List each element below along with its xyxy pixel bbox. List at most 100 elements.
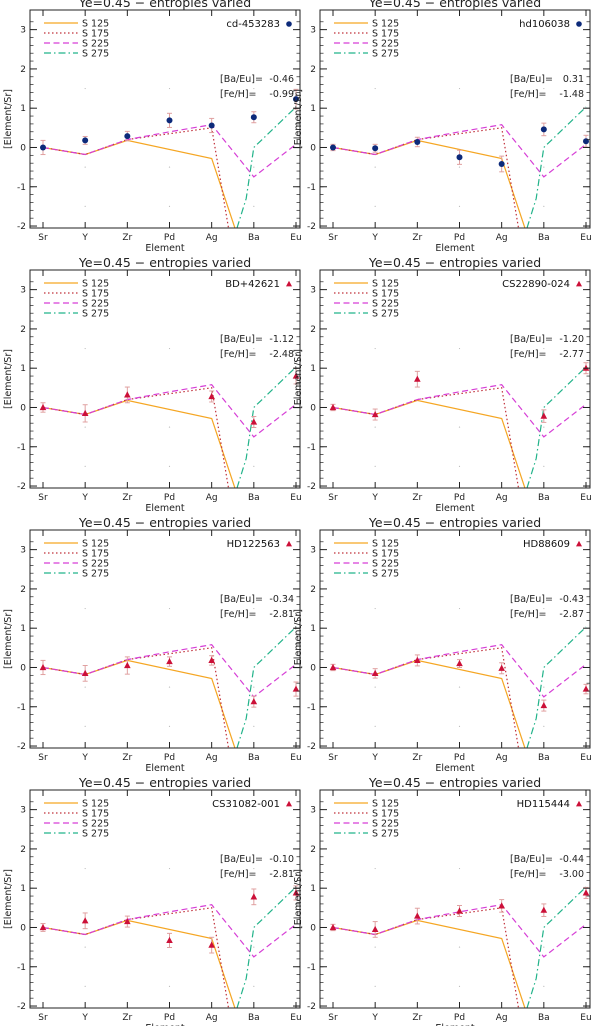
y-axis-label: [Element/Sr] bbox=[293, 89, 304, 149]
x-tick-label: Pd bbox=[454, 233, 465, 243]
y-tick-label: -2 bbox=[307, 1002, 316, 1012]
y-tick-label: 1 bbox=[20, 104, 26, 114]
grid-dot bbox=[543, 205, 545, 207]
y-axis: -2 -1 0 1 2 3 bbox=[307, 541, 590, 752]
x-tick-label: Zr bbox=[412, 1013, 422, 1023]
grid-dot bbox=[253, 867, 255, 870]
legend-label: S 175 bbox=[372, 549, 399, 560]
x-tick-label: Ag bbox=[206, 493, 218, 503]
ba-eu-label: [Ba/Eu]= bbox=[220, 74, 263, 85]
y-tick-label: -2 bbox=[307, 482, 316, 492]
y-tick-label: 2 bbox=[310, 845, 316, 855]
fe-h-value: -2.48 bbox=[269, 349, 294, 360]
x-tick-label: Ba bbox=[248, 493, 260, 503]
data-point-triangle bbox=[208, 392, 215, 400]
series-line-s-125 bbox=[42, 919, 236, 1008]
y-tick-label: 2 bbox=[20, 585, 26, 595]
data-point-circle bbox=[82, 137, 89, 144]
x-axis-label: Element bbox=[435, 1023, 475, 1026]
plot-frame bbox=[29, 789, 301, 1009]
grid-dot bbox=[458, 426, 461, 428]
series-line-s-225 bbox=[42, 644, 297, 698]
fe-h-value: -0.99 bbox=[269, 89, 294, 100]
ba-eu-label: [Ba/Eu]= bbox=[220, 334, 263, 345]
data-point-circle bbox=[124, 133, 131, 140]
x-axis: Sr Y Zr Pd Ag Ba Eu bbox=[38, 10, 302, 243]
data-point-triangle bbox=[39, 663, 47, 671]
data-point-triangle bbox=[414, 656, 421, 664]
data-point-triangle bbox=[292, 889, 300, 896]
x-tick-label: Sr bbox=[38, 233, 48, 243]
data-point-triangle bbox=[39, 403, 47, 411]
grid-dot bbox=[458, 465, 461, 467]
grid-dots bbox=[374, 87, 545, 207]
y-axis-label: [Element/Sr] bbox=[3, 89, 14, 149]
data-point-triangle bbox=[124, 661, 131, 669]
grid-dots bbox=[84, 607, 255, 727]
y-tick-label: 1 bbox=[310, 364, 316, 374]
y-tick-label: 3 bbox=[20, 546, 26, 556]
fe-h-label: [Fe/H]= bbox=[510, 89, 547, 100]
x-axis: Sr Y Zr Pd Ag Ba Eu bbox=[328, 270, 592, 503]
series-line-s-225 bbox=[42, 124, 297, 178]
fe-h-label: [Fe/H]= bbox=[220, 349, 257, 360]
x-tick-label: Y bbox=[371, 753, 378, 763]
x-tick-label: Pd bbox=[164, 1013, 175, 1023]
y-tick-label: 1 bbox=[20, 624, 26, 634]
x-axis-label: Element bbox=[145, 1023, 185, 1026]
series-line-s-125 bbox=[42, 659, 236, 748]
y-tick-label: 0 bbox=[20, 403, 26, 413]
x-tick-label: Ag bbox=[496, 233, 508, 243]
grid-dot bbox=[253, 985, 255, 987]
y-axis: -2 -1 0 1 2 3 bbox=[307, 801, 590, 1012]
x-tick-label: Sr bbox=[38, 493, 48, 503]
grid-dot bbox=[168, 725, 171, 727]
data-point-triangle bbox=[250, 418, 258, 425]
grid-dot bbox=[543, 607, 545, 610]
legend-label: S 175 bbox=[82, 29, 109, 40]
data-point-circle bbox=[208, 122, 215, 129]
y-tick-label: -2 bbox=[17, 222, 26, 232]
data-point-triangle bbox=[414, 375, 421, 382]
legend-label: S 175 bbox=[372, 29, 399, 40]
plot-frame bbox=[29, 529, 301, 749]
data-point-triangle bbox=[250, 698, 258, 705]
legend-label: S 275 bbox=[82, 49, 109, 60]
y-axis: -2 -1 0 1 2 3 bbox=[307, 21, 590, 232]
grid-dot bbox=[458, 985, 461, 987]
fe-h-value: -2.81 bbox=[269, 609, 294, 620]
x-tick-label: Eu bbox=[290, 493, 301, 503]
star-name: HD122563 bbox=[227, 539, 280, 550]
ba-eu-value: -0.10 bbox=[269, 854, 294, 865]
grid-dot bbox=[84, 607, 86, 610]
y-tick-label: 0 bbox=[20, 923, 26, 933]
grid-dot bbox=[168, 607, 171, 610]
panel-3: Ye=0.45 − entropies varied -2 -1 0 1 2 3 Sr Y Zr P… bbox=[3, 255, 302, 514]
legend-label: S 275 bbox=[82, 829, 109, 840]
series-line-s-275 bbox=[236, 366, 297, 488]
panel-2: Ye=0.45 − entropies varied -2 -1 0 1 2 3 Sr Y Zr P… bbox=[293, 0, 592, 254]
grid-dot bbox=[374, 985, 376, 987]
x-tick-label: Ba bbox=[248, 1013, 260, 1023]
data-point-triangle bbox=[292, 372, 300, 379]
plot-frame bbox=[319, 789, 591, 1009]
legend-label: S 225 bbox=[82, 39, 109, 50]
ba-eu-value: 0.31 bbox=[563, 74, 584, 85]
panel-title: Ye=0.45 − entropies varied bbox=[368, 775, 541, 790]
series-line-s-125 bbox=[332, 139, 526, 228]
fe-h-label: [Fe/H]= bbox=[510, 609, 547, 620]
series-line-s-175 bbox=[332, 387, 520, 488]
fe-h-value: -2.81 bbox=[269, 869, 294, 880]
series-line-s-125 bbox=[332, 919, 526, 1008]
x-axis: Sr Y Zr Pd Ag Ba Eu bbox=[38, 530, 302, 763]
legend-label: S 225 bbox=[82, 299, 109, 310]
grid-dot bbox=[84, 426, 86, 428]
y-tick-label: -1 bbox=[307, 183, 316, 193]
y-axis-label: [Element/Sr] bbox=[3, 869, 14, 929]
grid-dot bbox=[543, 867, 545, 870]
observations bbox=[40, 88, 299, 156]
